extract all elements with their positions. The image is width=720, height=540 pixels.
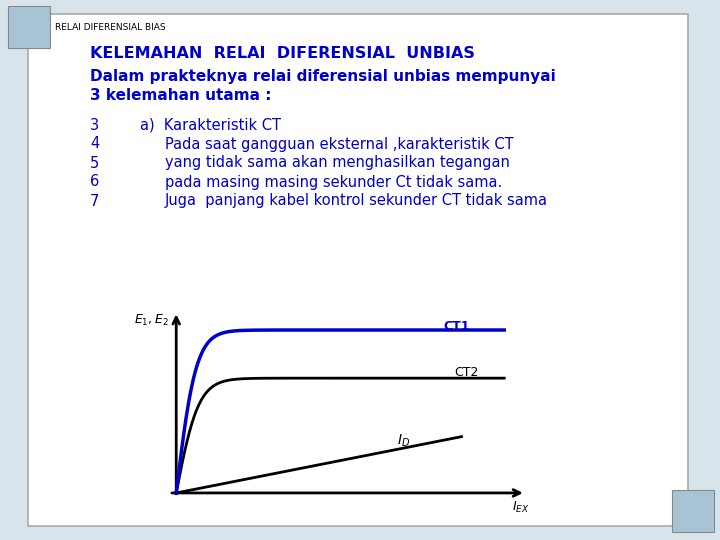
- Text: 5: 5: [90, 156, 99, 171]
- Text: Pada saat gangguan eksternal ,karakteristik CT: Pada saat gangguan eksternal ,karakteris…: [165, 137, 513, 152]
- Text: KELEMAHAN  RELAI  DIFERENSIAL  UNBIAS: KELEMAHAN RELAI DIFERENSIAL UNBIAS: [90, 46, 475, 62]
- Text: 3 kelemahan utama :: 3 kelemahan utama :: [90, 87, 271, 103]
- Text: 7: 7: [90, 193, 99, 208]
- Text: $E_1, E_2$: $E_1, E_2$: [135, 313, 169, 328]
- Text: yang tidak sama akan menghasilkan tegangan: yang tidak sama akan menghasilkan tegang…: [165, 156, 510, 171]
- Text: 6: 6: [90, 174, 99, 190]
- Text: 3: 3: [90, 118, 99, 132]
- Text: 4: 4: [90, 137, 99, 152]
- Text: a)  Karakteristik CT: a) Karakteristik CT: [140, 118, 281, 132]
- Text: pada masing masing sekunder Ct tidak sama.: pada masing masing sekunder Ct tidak sam…: [165, 174, 503, 190]
- Bar: [672, 490, 714, 532]
- Bar: [8, 6, 50, 48]
- Text: Juga  panjang kabel kontrol sekunder CT tidak sama: Juga panjang kabel kontrol sekunder CT t…: [165, 193, 548, 208]
- Text: $I_{EX}$: $I_{EX}$: [512, 500, 529, 515]
- Text: Dalam prakteknya relai diferensial unbias mempunyai: Dalam prakteknya relai diferensial unbia…: [90, 69, 556, 84]
- Text: CT1: CT1: [444, 320, 470, 333]
- Text: $I_D$: $I_D$: [397, 433, 410, 449]
- Text: RELAI DIFERENSIAL BIAS: RELAI DIFERENSIAL BIAS: [55, 24, 166, 32]
- Text: CT2: CT2: [454, 366, 479, 379]
